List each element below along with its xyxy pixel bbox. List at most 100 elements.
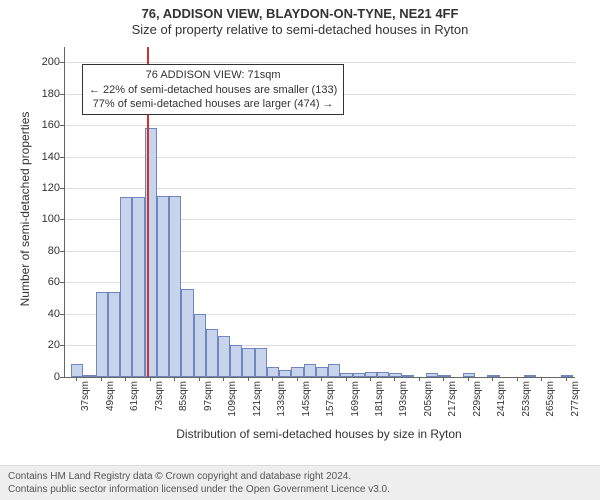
y-tick-label: 160 (30, 119, 60, 131)
y-tick-mark (60, 251, 64, 252)
x-tick-mark (76, 377, 77, 381)
chart-title-area: 76, ADDISON VIEW, BLAYDON-ON-TYNE, NE21 … (0, 0, 600, 39)
x-tick-mark (248, 377, 249, 381)
annotation-box: 76 ADDISON VIEW: 71sqm← 22% of semi-deta… (82, 64, 344, 115)
histogram-bar (230, 345, 242, 376)
histogram-bar (279, 370, 291, 376)
y-tick-label: 60 (30, 276, 60, 288)
footer-line1: Contains HM Land Registry data © Crown c… (8, 470, 592, 483)
y-tick-mark (60, 188, 64, 189)
x-tick-label: 253sqm (521, 381, 532, 431)
x-tick-label: 97sqm (203, 381, 214, 431)
x-tick-mark (321, 377, 322, 381)
x-tick-mark (101, 377, 102, 381)
y-tick-label: 100 (30, 213, 60, 225)
x-tick-label: 109sqm (227, 381, 238, 431)
x-tick-mark (517, 377, 518, 381)
histogram-bar (206, 329, 218, 376)
histogram-bar (463, 373, 475, 376)
annotation-line: ← 22% of semi-detached houses are smalle… (89, 83, 337, 97)
x-tick-label: 229sqm (472, 381, 483, 431)
histogram-bar (108, 292, 120, 377)
x-tick-label: 61sqm (129, 381, 140, 431)
y-tick-label: 120 (30, 182, 60, 194)
histogram-bar (561, 375, 573, 377)
x-tick-mark (394, 377, 395, 381)
gridline (65, 62, 575, 63)
x-tick-label: 217sqm (447, 381, 458, 431)
y-tick-mark (60, 62, 64, 63)
histogram-bar (242, 348, 254, 376)
gridline (65, 125, 575, 126)
x-tick-label: 241sqm (496, 381, 507, 431)
annotation-line: 76 ADDISON VIEW: 71sqm (89, 68, 337, 82)
annotation-line: 77% of semi-detached houses are larger (… (89, 97, 337, 111)
y-tick-mark (60, 157, 64, 158)
y-tick-mark (60, 345, 64, 346)
histogram-bar (426, 373, 438, 376)
x-tick-mark (199, 377, 200, 381)
histogram-bar (181, 289, 193, 377)
histogram-bar (524, 375, 536, 377)
histogram-bar (328, 364, 340, 377)
y-tick-mark (60, 314, 64, 315)
x-tick-label: 37sqm (80, 381, 91, 431)
y-tick-mark (60, 282, 64, 283)
footer-line2: Contains public sector information licen… (8, 483, 592, 496)
histogram-bar (157, 196, 169, 377)
y-tick-label: 0 (30, 371, 60, 383)
y-tick-mark (60, 94, 64, 95)
x-tick-mark (492, 377, 493, 381)
x-tick-mark (541, 377, 542, 381)
y-tick-label: 40 (30, 308, 60, 320)
histogram-bar (389, 373, 401, 376)
y-tick-label: 200 (30, 56, 60, 68)
histogram-bar (304, 364, 316, 377)
x-tick-mark (125, 377, 126, 381)
attribution-footer: Contains HM Land Registry data © Crown c… (0, 465, 600, 500)
histogram-bar (96, 292, 108, 377)
histogram-bar (402, 375, 414, 377)
chart-container: Number of semi-detached properties Distr… (0, 39, 600, 459)
x-tick-label: 145sqm (301, 381, 312, 431)
x-tick-mark (566, 377, 567, 381)
histogram-bar (316, 367, 328, 376)
gridline (65, 188, 575, 189)
histogram-bar (132, 197, 144, 376)
histogram-bar (267, 367, 279, 376)
x-tick-mark (346, 377, 347, 381)
x-tick-mark (443, 377, 444, 381)
x-tick-label: 181sqm (374, 381, 385, 431)
x-tick-mark (272, 377, 273, 381)
x-tick-label: 49sqm (105, 381, 116, 431)
y-tick-label: 20 (30, 339, 60, 351)
histogram-bar (169, 196, 181, 377)
x-tick-label: 205sqm (423, 381, 434, 431)
x-tick-label: 85sqm (178, 381, 189, 431)
histogram-bar (291, 367, 303, 376)
x-tick-label: 73sqm (154, 381, 165, 431)
y-tick-label: 180 (30, 88, 60, 100)
histogram-bar (194, 314, 206, 377)
histogram-bar (120, 197, 132, 376)
y-tick-label: 140 (30, 151, 60, 163)
x-tick-label: 265sqm (545, 381, 556, 431)
histogram-bar (377, 372, 389, 377)
chart-title-line1: 76, ADDISON VIEW, BLAYDON-ON-TYNE, NE21 … (0, 6, 600, 22)
x-tick-mark (223, 377, 224, 381)
y-tick-mark (60, 219, 64, 220)
y-tick-label: 80 (30, 245, 60, 257)
x-tick-mark (419, 377, 420, 381)
y-tick-mark (60, 125, 64, 126)
histogram-bar (218, 336, 230, 377)
x-tick-mark (297, 377, 298, 381)
histogram-bar (83, 375, 95, 377)
x-tick-mark (370, 377, 371, 381)
x-tick-mark (468, 377, 469, 381)
histogram-bar (71, 364, 83, 377)
x-tick-mark (150, 377, 151, 381)
x-tick-label: 169sqm (350, 381, 361, 431)
histogram-bar (255, 348, 267, 376)
x-tick-label: 193sqm (398, 381, 409, 431)
y-tick-mark (60, 377, 64, 378)
